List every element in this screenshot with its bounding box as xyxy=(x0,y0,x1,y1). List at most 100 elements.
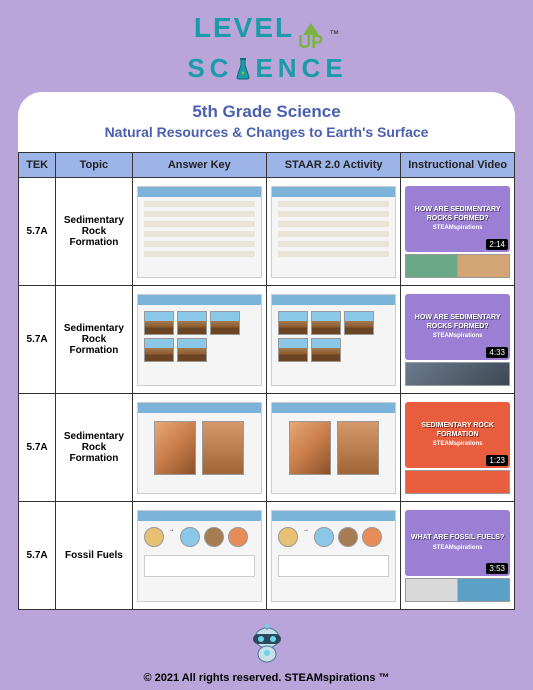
answer-key-thumb[interactable] xyxy=(137,186,262,278)
table-row: 5.7ASedimentary Rock Formation SEDIMENTAR… xyxy=(19,394,515,502)
logo-e2: E xyxy=(325,53,345,84)
fossil-icon xyxy=(180,527,200,547)
video-thumb[interactable]: WHAT ARE FOSSIL FUELS?STEAMspirations3:5… xyxy=(405,510,510,576)
answer-key-thumb[interactable] xyxy=(137,294,262,386)
fossil-icon xyxy=(278,527,298,547)
logo-c2: C xyxy=(302,53,324,84)
video-extra-thumb[interactable] xyxy=(405,362,510,386)
video-duration: 1:23 xyxy=(486,455,508,466)
diagram-icon xyxy=(144,338,174,362)
text-box xyxy=(278,555,389,577)
page-subtitle: Natural Resources & Changes to Earth's S… xyxy=(26,124,507,140)
thumb-header xyxy=(272,511,395,521)
video-thumb[interactable]: HOW ARE SEDIMENTARY ROCKS FORMED?STEAMsp… xyxy=(405,186,510,252)
photo-rock xyxy=(202,421,244,475)
activity-thumb[interactable]: → xyxy=(271,510,396,602)
fossil-icon xyxy=(228,527,248,547)
cell-video[interactable]: SEDIMENTARY ROCK FORMATION STEAMspiration… xyxy=(401,394,515,502)
diagram-icon xyxy=(210,311,240,335)
cell-activity[interactable] xyxy=(266,394,400,502)
logo-level-text: LEVEL xyxy=(194,12,294,44)
answer-key-thumb[interactable]: → xyxy=(137,510,262,602)
thumb-header xyxy=(272,187,395,197)
diagram-icon xyxy=(278,338,308,362)
video-extra-thumb[interactable] xyxy=(405,470,510,494)
thumb-line xyxy=(278,231,389,237)
robot-mascot-icon xyxy=(245,620,289,664)
thumb-line xyxy=(144,201,255,207)
resource-table: TEK Topic Answer Key STAAR 2.0 Activity … xyxy=(18,152,515,610)
thumb-header xyxy=(138,511,261,521)
table-header-row: TEK Topic Answer Key STAAR 2.0 Activity … xyxy=(19,153,515,178)
table-row: 5.7AFossil Fuels → → WHAT ARE FOSSIL FUELS?… xyxy=(19,502,515,610)
video-brand: STEAMspirations xyxy=(433,333,483,339)
cell-activity[interactable] xyxy=(266,286,400,394)
thumb-header xyxy=(138,403,261,413)
cell-answer-key[interactable] xyxy=(132,286,266,394)
th-answer-key: Answer Key xyxy=(132,153,266,178)
answer-key-thumb[interactable] xyxy=(137,402,262,494)
activity-thumb[interactable] xyxy=(271,402,396,494)
panel-header: 5th Grade Science Natural Resources & Ch… xyxy=(18,92,515,152)
cell-topic: Sedimentary Rock Formation xyxy=(56,394,132,502)
video-duration: 3:53 xyxy=(486,563,508,574)
cell-tek: 5.7A xyxy=(19,502,56,610)
footer-copyright: © 2021 All rights reserved. STEAMspirati… xyxy=(0,672,533,684)
thumb-line xyxy=(278,241,389,247)
thumb-line xyxy=(144,251,255,257)
cell-topic: Fossil Fuels xyxy=(56,502,132,610)
diagram-icon xyxy=(344,311,374,335)
content-panel: 5th Grade Science Natural Resources & Ch… xyxy=(18,92,515,610)
thumb-header xyxy=(272,295,395,305)
thumb-line xyxy=(144,231,255,237)
thumb-line xyxy=(144,221,255,227)
activity-thumb[interactable] xyxy=(271,186,396,278)
thumb-line xyxy=(278,211,389,217)
thumb-body xyxy=(272,305,395,368)
logo-c: C xyxy=(210,53,232,84)
th-topic: Topic xyxy=(56,153,132,178)
cell-video[interactable]: HOW ARE SEDIMENTARY ROCKS FORMED?STEAMsp… xyxy=(401,178,515,286)
diagram-icon xyxy=(278,311,308,335)
cell-video[interactable]: HOW ARE SEDIMENTARY ROCKS FORMED?STEAMsp… xyxy=(401,286,515,394)
photo-canyon xyxy=(154,421,196,475)
cell-topic: Sedimentary Rock Formation xyxy=(56,178,132,286)
cell-activity[interactable] xyxy=(266,178,400,286)
fossil-icon xyxy=(144,527,164,547)
logo-up-badge: UP xyxy=(298,23,323,51)
cell-activity[interactable]: → xyxy=(266,502,400,610)
fossil-icon xyxy=(338,527,358,547)
video-thumb[interactable]: HOW ARE SEDIMENTARY ROCKS FORMED?STEAMsp… xyxy=(405,294,510,360)
video-extra-thumb[interactable] xyxy=(405,254,510,278)
cell-tek: 5.7A xyxy=(19,178,56,286)
trademark-symbol: ™ xyxy=(329,29,339,40)
diagram-icon xyxy=(144,311,174,335)
fossil-icon xyxy=(314,527,334,547)
thumb-line xyxy=(278,251,389,257)
video-title: WHAT ARE FOSSIL FUELS? xyxy=(411,534,504,542)
cell-video[interactable]: WHAT ARE FOSSIL FUELS?STEAMspirations3:5… xyxy=(401,502,515,610)
thumb-body: → xyxy=(272,521,395,553)
cell-answer-key[interactable]: → xyxy=(132,502,266,610)
thumb-line xyxy=(278,201,389,207)
cell-answer-key[interactable] xyxy=(132,178,266,286)
page-title: 5th Grade Science xyxy=(26,102,507,122)
arrow-icon: → xyxy=(302,527,310,533)
thumb-body: → xyxy=(138,521,261,553)
video-title: HOW ARE SEDIMENTARY ROCKS FORMED? xyxy=(409,206,506,223)
thumb-body xyxy=(138,413,261,483)
thumb-body xyxy=(138,197,261,261)
text-box xyxy=(144,555,255,577)
activity-thumb[interactable] xyxy=(271,294,396,386)
logo-s1: S xyxy=(187,53,207,84)
diagram-icon xyxy=(177,338,207,362)
video-title: SEDIMENTARY ROCK FORMATION xyxy=(409,422,506,439)
thumb-body xyxy=(138,305,261,368)
video-extra-thumb[interactable] xyxy=(405,578,510,602)
arrow-icon: → xyxy=(168,527,176,533)
cell-answer-key[interactable] xyxy=(132,394,266,502)
thumb-body xyxy=(272,413,395,483)
cell-tek: 5.7A xyxy=(19,394,56,502)
video-brand: STEAMspirations xyxy=(433,441,483,447)
video-thumb[interactable]: SEDIMENTARY ROCK FORMATION STEAMspiration… xyxy=(405,402,510,468)
